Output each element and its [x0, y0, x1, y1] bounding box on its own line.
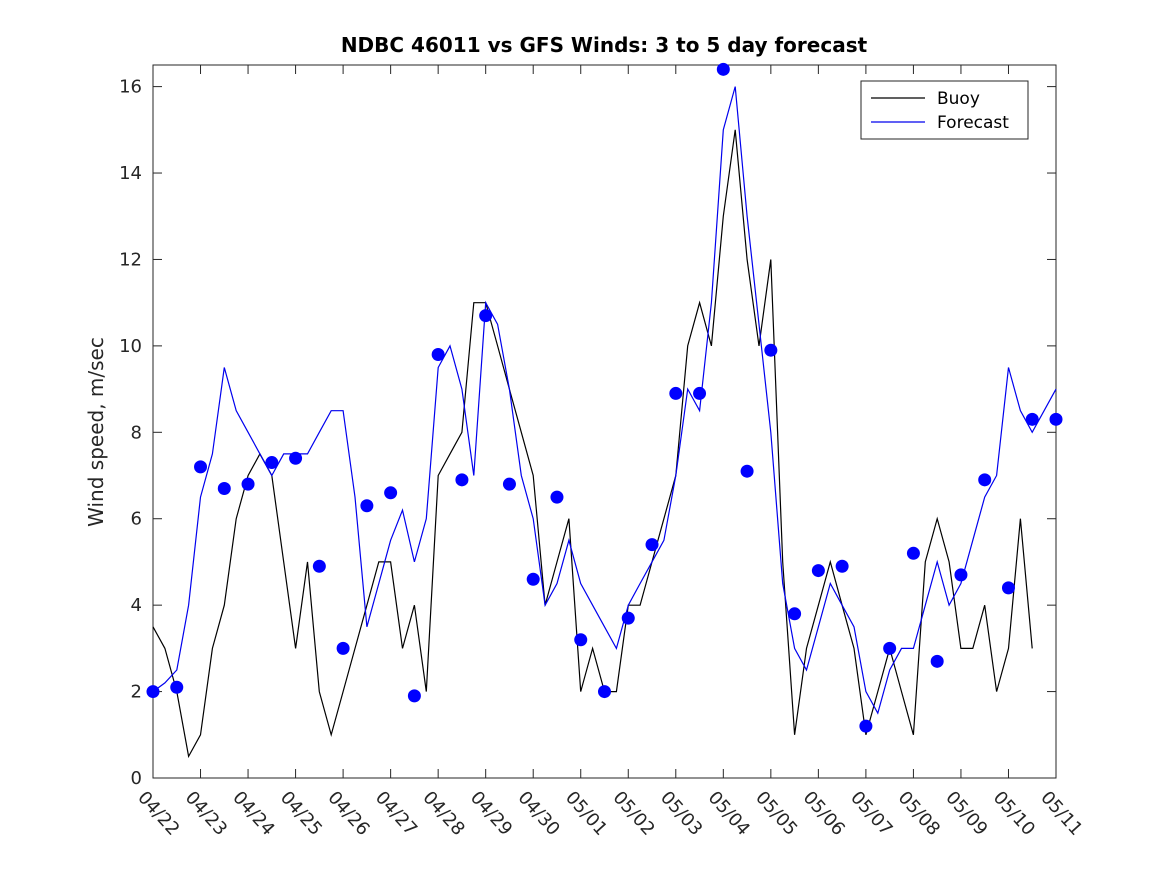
forecast-marker-point	[431, 348, 445, 362]
forecast-marker-point	[1025, 412, 1039, 426]
legend-box	[860, 80, 1029, 140]
y-tick-label: 6	[131, 509, 142, 530]
series-forecast-line	[152, 86, 1057, 715]
forecast-marker-point	[906, 546, 920, 560]
forecast-marker-point	[788, 607, 802, 621]
forecast-marker-point	[598, 685, 611, 699]
forecast-marker-point	[407, 689, 421, 703]
forecast-marker-point	[265, 456, 279, 470]
forecast-marker-point	[954, 568, 968, 582]
forecast-marker-point	[1049, 412, 1063, 426]
chart-title: NDBC 46011 vs GFS Winds: 3 to 5 day fore…	[341, 33, 868, 57]
forecast-marker-point	[835, 559, 849, 573]
forecast-marker-point	[502, 477, 516, 491]
legend-label-forecast: Forecast	[937, 113, 1009, 133]
forecast-marker-point	[883, 641, 897, 655]
forecast-marker-point	[669, 386, 683, 400]
forecast-marker-point	[764, 343, 778, 357]
y-tick-label: 8	[131, 422, 142, 443]
forecast-marker-point	[455, 473, 469, 487]
y-tick-label: 14	[119, 163, 142, 184]
series-buoy-line	[152, 129, 1033, 759]
forecast-marker-point	[716, 62, 730, 76]
forecast-marker-point	[526, 572, 540, 586]
forecast-marker-point	[360, 499, 374, 513]
y-tick-label: 0	[131, 768, 142, 789]
forecast-marker-point	[146, 685, 160, 699]
forecast-marker-point	[241, 477, 255, 491]
y-tick-label: 12	[119, 249, 142, 270]
forecast-marker-point	[740, 464, 754, 478]
forecast-marker-point	[312, 559, 326, 573]
y-axis-label: Wind speed, m/sec	[84, 337, 108, 527]
y-tick-label: 16	[119, 77, 142, 98]
forecast-marker-point	[194, 460, 208, 474]
forecast-marker-point	[930, 654, 944, 668]
forecast-marker-point	[978, 473, 992, 487]
forecast-marker-point	[336, 641, 350, 655]
forecast-marker-point	[550, 490, 564, 504]
forecast-marker-point	[811, 564, 825, 578]
forecast-marker-point	[621, 611, 635, 625]
forecast-marker-point	[384, 486, 398, 500]
forecast-marker-point	[217, 481, 231, 495]
forecast-marker-point	[693, 386, 707, 400]
forecast-marker-point	[170, 680, 184, 694]
forecast-marker-point	[574, 633, 588, 647]
y-tick-label: 4	[131, 595, 142, 616]
legend-label-buoy: Buoy	[937, 89, 980, 109]
forecast-marker-point	[1001, 581, 1015, 595]
forecast-marker-point	[479, 309, 493, 323]
forecast-marker-point	[289, 451, 303, 465]
y-tick-label: 10	[119, 336, 142, 357]
forecast-marker-point	[645, 538, 659, 552]
forecast-marker-point	[859, 719, 873, 733]
y-tick-label: 2	[131, 682, 142, 703]
